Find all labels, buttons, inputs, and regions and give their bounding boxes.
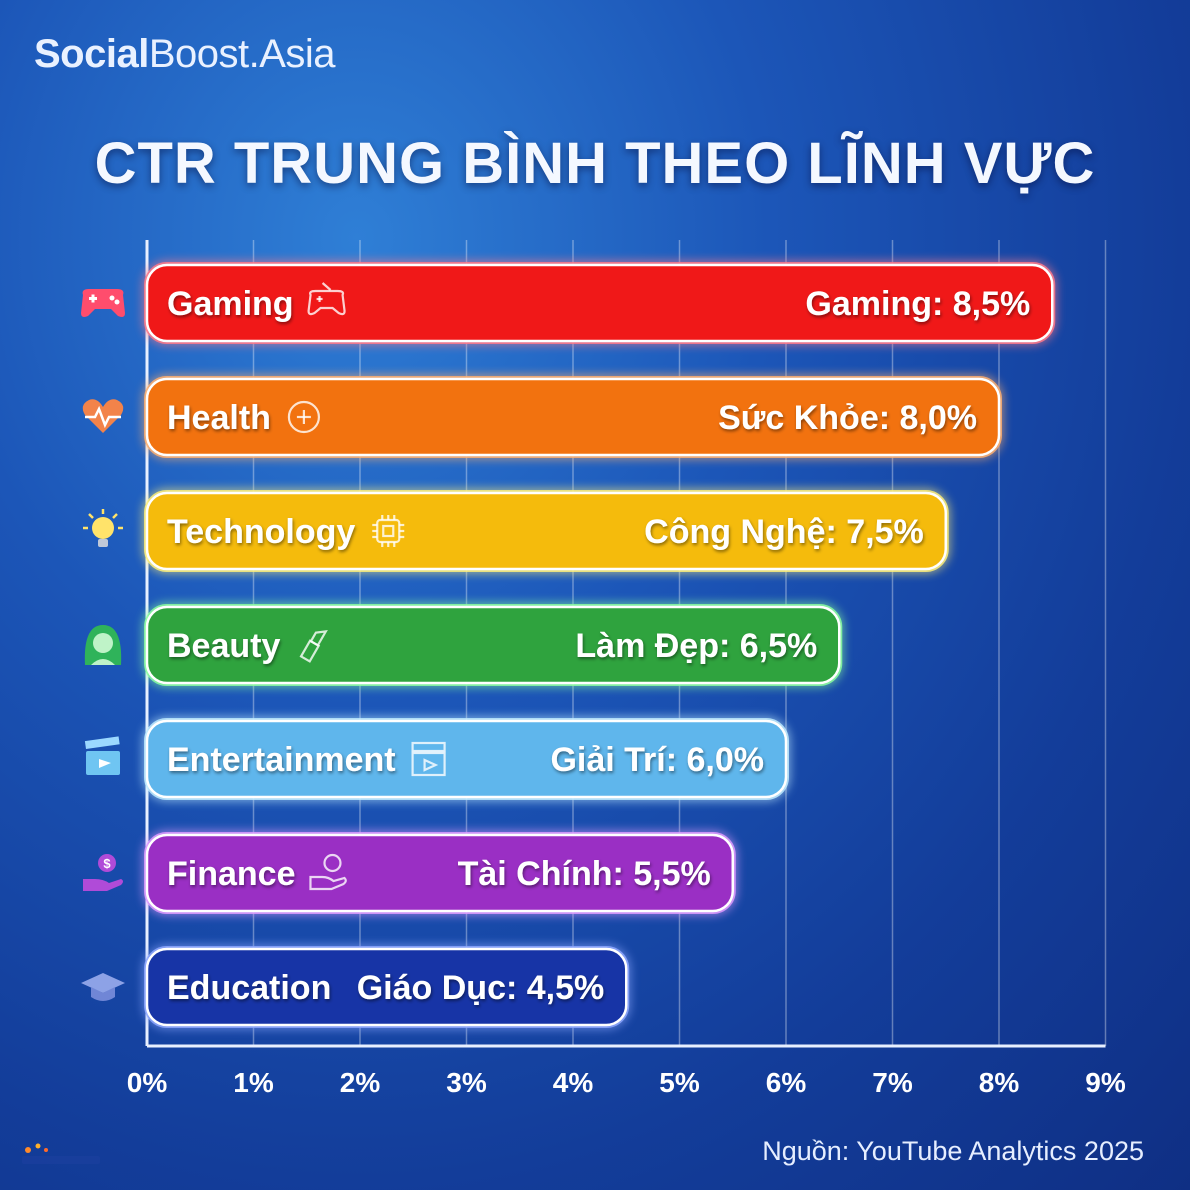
x-tick-label: 2% [340, 1067, 381, 1098]
heart-pulse-icon [82, 399, 124, 433]
brand-bold: Social [34, 32, 149, 76]
lipstick-icon [299, 630, 328, 663]
x-tick-label: 6% [766, 1067, 807, 1098]
corner-logo-icon [22, 1143, 100, 1164]
bar-education [145, 947, 628, 1027]
category-label: Gaming [167, 285, 294, 323]
x-tick-label: 9% [1085, 1067, 1126, 1098]
woman-icon [84, 625, 122, 665]
svg-text:$: $ [103, 856, 111, 871]
value-label: Tài Chính: 5,5% [458, 855, 711, 893]
category-label: Finance [167, 855, 295, 893]
bar-gaming [145, 263, 1054, 343]
clapperboard-outline-icon [411, 741, 446, 777]
bar-health [145, 377, 1001, 457]
value-label: Sức Khỏe: 8,0% [718, 399, 977, 437]
category-label: Education [167, 969, 331, 1007]
clapperboard-icon [84, 736, 120, 775]
bar-beauty [145, 605, 841, 685]
graduation-cap-icon [81, 973, 125, 1001]
brand-logo: SocialBoost.Asia [34, 32, 336, 77]
x-tick-label: 5% [659, 1067, 700, 1098]
brand-regular: Boost.Asia [148, 32, 336, 76]
lightbulb-icon [83, 509, 123, 547]
x-tick-label: 3% [446, 1067, 487, 1098]
hand-coin-outline-icon [309, 853, 347, 891]
chart-title: CTR TRUNG BÌNH THEO LĨNH VỰC [94, 131, 1096, 196]
x-tick-label: 4% [553, 1067, 594, 1098]
value-label: Giáo Dục: 4,5% [357, 969, 605, 1007]
category-label: Technology [167, 513, 355, 551]
x-tick-label: 7% [872, 1067, 913, 1098]
x-tick-label: 0% [127, 1067, 168, 1098]
bar-finance [145, 833, 734, 913]
value-label: Gaming: 8,5% [805, 285, 1030, 323]
category-label: Entertainment [167, 741, 396, 779]
x-tick-label: 8% [979, 1067, 1020, 1098]
x-tick-label: 1% [233, 1067, 274, 1098]
source-note: Nguồn: YouTube Analytics 2025 [762, 1136, 1144, 1166]
chip-icon [372, 515, 405, 547]
bar-entertainment [145, 719, 788, 799]
category-label: Beauty [167, 627, 280, 665]
plus-circle-icon [287, 400, 321, 434]
category-label: Health [167, 399, 271, 437]
value-label: Công Nghệ: 7,5% [644, 513, 924, 551]
gamepad-outline-icon [307, 282, 346, 316]
gamepad-icon [81, 289, 125, 317]
bar-technology [145, 491, 947, 571]
value-label: Làm Đẹp: 6,5% [575, 627, 817, 665]
bar-chart: Gaming Gaming: 8,5% Health Sức Khỏe: 8,0% Te… [81, 240, 1126, 1098]
value-label: Giải Trí: 6,0% [550, 741, 764, 779]
hand-money-icon: $ [83, 854, 123, 891]
